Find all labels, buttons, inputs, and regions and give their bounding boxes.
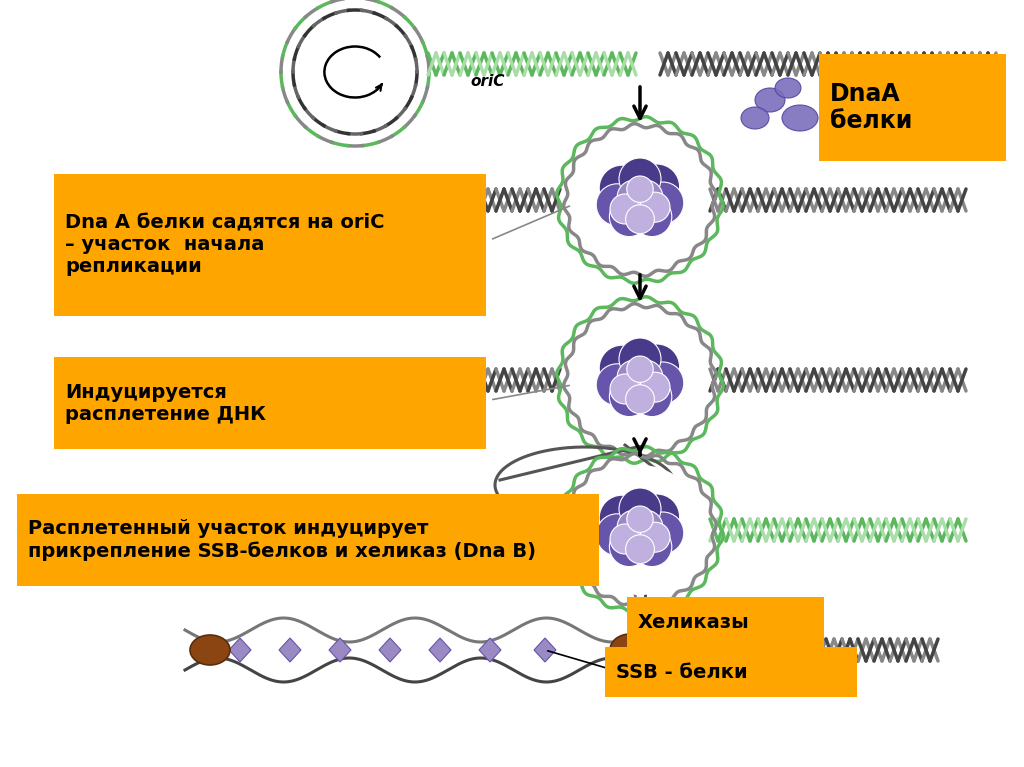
Circle shape	[617, 510, 651, 544]
FancyBboxPatch shape	[605, 647, 857, 697]
Polygon shape	[670, 639, 690, 661]
Circle shape	[609, 527, 649, 567]
Circle shape	[632, 527, 672, 567]
Ellipse shape	[314, 35, 396, 110]
FancyBboxPatch shape	[819, 54, 1006, 161]
Circle shape	[642, 512, 684, 554]
Circle shape	[596, 184, 638, 225]
Text: DnaA
белки: DnaA белки	[830, 81, 912, 133]
FancyBboxPatch shape	[17, 494, 599, 586]
Polygon shape	[429, 638, 451, 662]
Text: Индуцируется
расплетение ДНК: Индуцируется расплетение ДНК	[65, 383, 266, 423]
Polygon shape	[534, 638, 556, 662]
Circle shape	[627, 356, 653, 383]
Circle shape	[599, 165, 645, 211]
Circle shape	[596, 514, 638, 556]
Ellipse shape	[755, 88, 785, 112]
Circle shape	[626, 535, 654, 564]
Circle shape	[609, 197, 649, 236]
Circle shape	[621, 187, 659, 225]
Polygon shape	[329, 638, 351, 662]
Circle shape	[295, 12, 415, 132]
Circle shape	[629, 360, 663, 393]
Circle shape	[599, 495, 645, 541]
Text: Расплетенный участок индуцирует
прикрепление SSB-белков и хеликаз (Dna B): Расплетенный участок индуцирует прикрепл…	[28, 519, 536, 561]
Circle shape	[629, 180, 663, 214]
Circle shape	[609, 377, 649, 416]
Circle shape	[627, 176, 653, 202]
Text: Хеликазы: Хеликазы	[638, 613, 750, 631]
Circle shape	[640, 372, 670, 402]
Circle shape	[642, 182, 684, 224]
Circle shape	[599, 345, 645, 391]
Circle shape	[610, 194, 640, 224]
Text: Dna A белки садятся на oriC
– участок  начала
репликации: Dna A белки садятся на oriC – участок на…	[65, 213, 384, 276]
Circle shape	[618, 338, 662, 380]
Circle shape	[626, 205, 654, 234]
Circle shape	[575, 465, 705, 595]
Ellipse shape	[782, 105, 818, 131]
Circle shape	[632, 197, 672, 236]
Circle shape	[618, 488, 662, 530]
Text: oriC: oriC	[470, 74, 505, 90]
Circle shape	[617, 360, 651, 393]
Circle shape	[626, 385, 654, 413]
Circle shape	[642, 362, 684, 404]
Circle shape	[640, 522, 670, 552]
Circle shape	[610, 524, 640, 554]
Circle shape	[617, 180, 651, 214]
Circle shape	[627, 506, 653, 532]
Ellipse shape	[775, 78, 801, 98]
Circle shape	[632, 377, 672, 416]
Polygon shape	[720, 639, 740, 661]
Ellipse shape	[610, 634, 650, 666]
Ellipse shape	[741, 107, 769, 129]
Text: SSB - белки: SSB - белки	[616, 663, 748, 682]
Polygon shape	[229, 638, 251, 662]
Circle shape	[634, 344, 680, 390]
Ellipse shape	[190, 635, 230, 665]
Circle shape	[610, 374, 640, 404]
Circle shape	[629, 510, 663, 544]
Circle shape	[621, 517, 659, 555]
Circle shape	[575, 135, 705, 265]
FancyBboxPatch shape	[54, 174, 486, 316]
FancyBboxPatch shape	[54, 357, 486, 449]
Polygon shape	[279, 638, 301, 662]
Polygon shape	[379, 638, 401, 662]
Circle shape	[634, 164, 680, 209]
Polygon shape	[775, 639, 795, 661]
Circle shape	[618, 158, 662, 200]
Circle shape	[575, 315, 705, 445]
FancyBboxPatch shape	[627, 597, 824, 647]
Polygon shape	[479, 638, 501, 662]
Circle shape	[634, 494, 680, 540]
Circle shape	[621, 367, 659, 405]
Circle shape	[640, 193, 670, 222]
Circle shape	[596, 364, 638, 406]
